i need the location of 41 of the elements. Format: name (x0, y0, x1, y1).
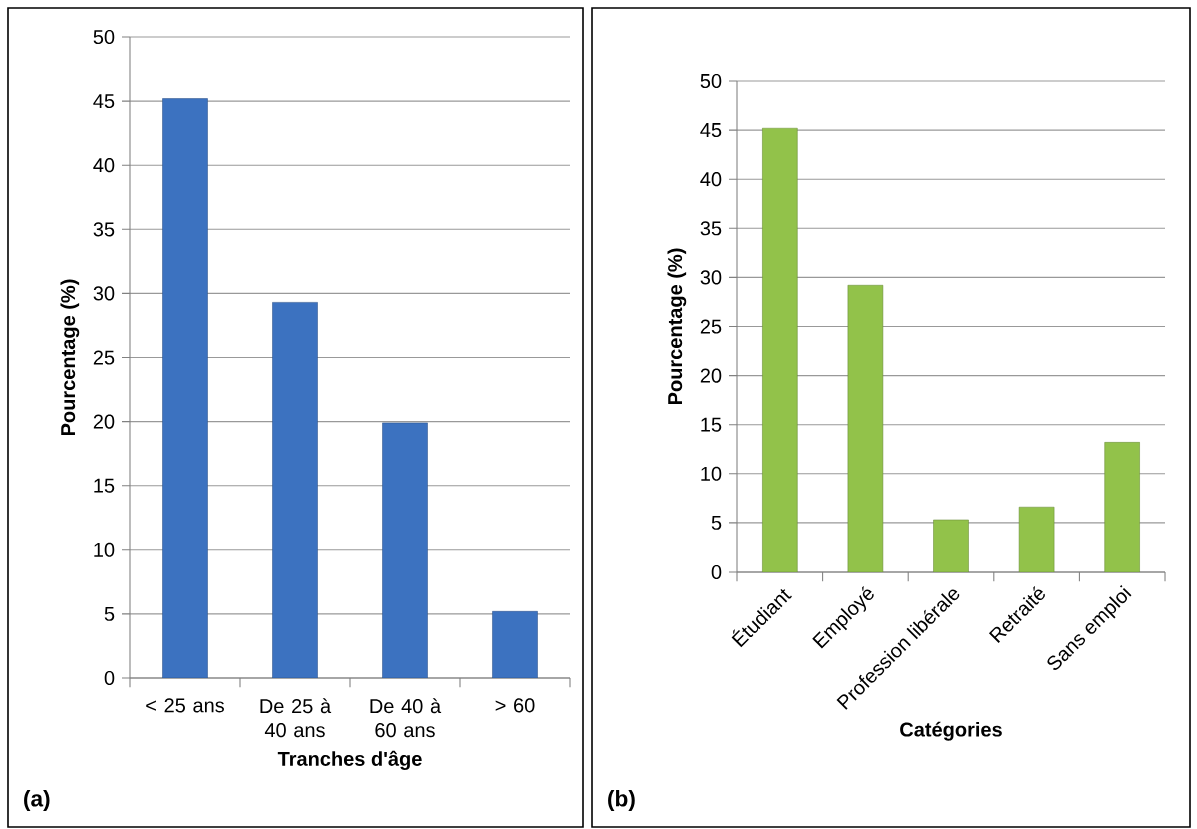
y-tick-label: 50 (93, 29, 115, 45)
y-axis-title: Pourcentage (%) (60, 279, 80, 436)
x-axis-title: Catégories (900, 721, 1002, 741)
y-tick-label: 35 (93, 222, 115, 237)
y-tick-label: 20 (700, 368, 722, 383)
y-tick-label: 10 (94, 542, 115, 557)
bar (847, 284, 884, 572)
x-tick-label: > 60 (495, 698, 535, 713)
y-tick-label: 30 (93, 286, 115, 301)
y-tick-label: 45 (700, 123, 722, 138)
y-tick-label: 25 (93, 350, 115, 365)
y-tick-label: 15 (701, 417, 722, 432)
x-axis-title: Tranches d'âge (277, 750, 422, 770)
y-tick-label: 40 (700, 172, 722, 187)
bar (492, 611, 538, 678)
y-tick-label: 25 (700, 319, 722, 334)
bar (272, 302, 318, 678)
x-tick-label: < 25 ans (146, 698, 224, 713)
y-tick-label: 15 (94, 478, 115, 493)
text: (b) (608, 789, 635, 812)
y-tick-label: 35 (700, 221, 722, 236)
y-tick-label: 10 (701, 466, 722, 481)
y-tick-label: 20 (93, 414, 115, 429)
y-tick-label: 0 (104, 670, 115, 686)
x-tick-label: De 25 à 40 ans (260, 698, 332, 738)
x-tick-label: De 40 à 60 ans (370, 698, 442, 738)
y-tick-label: 40 (93, 158, 115, 173)
y-tick-label: 30 (700, 270, 722, 285)
bar (762, 127, 798, 572)
y-tick-label: 5 (711, 515, 722, 530)
y-tick-label: 50 (700, 73, 722, 89)
bar (1018, 506, 1055, 572)
y-tick-label: 45 (93, 94, 115, 109)
bar (933, 519, 969, 572)
bar (382, 422, 428, 678)
y-tick-label: 5 (104, 606, 115, 621)
text: (a) (24, 789, 50, 812)
y-axis-title: Pourcentage (%) (667, 248, 687, 405)
bar (1104, 442, 1140, 572)
y-tick-label: 0 (711, 564, 722, 580)
bar (162, 98, 208, 678)
